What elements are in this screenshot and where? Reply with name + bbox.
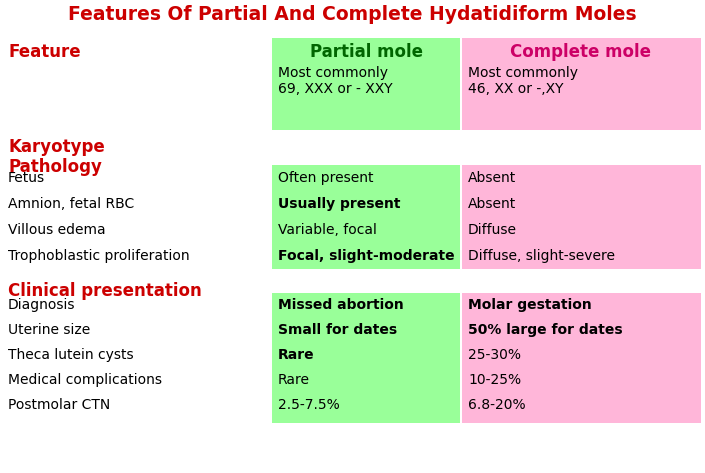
Text: 25-30%: 25-30%	[468, 348, 521, 362]
Text: Fetus: Fetus	[8, 171, 45, 185]
Text: Pathology: Pathology	[8, 158, 102, 176]
Text: Postmolar CTN: Postmolar CTN	[8, 398, 110, 412]
Text: Villous edema: Villous edema	[8, 223, 106, 237]
Text: Most commonly
46, XX or -,XY: Most commonly 46, XX or -,XY	[468, 66, 578, 96]
Text: Most commonly
69, XXX or - XXY: Most commonly 69, XXX or - XXY	[278, 66, 393, 96]
Text: Rare: Rare	[278, 373, 310, 387]
Text: Uterine size: Uterine size	[8, 323, 90, 337]
Bar	[462, 165, 701, 269]
Text: Diffuse, slight-severe: Diffuse, slight-severe	[468, 249, 615, 263]
Text: Focal, slight-moderate: Focal, slight-moderate	[278, 249, 455, 263]
Text: Molar gestation: Molar gestation	[468, 298, 591, 312]
Text: Complete mole: Complete mole	[510, 43, 651, 61]
Bar	[462, 38, 701, 130]
Text: Theca lutein cysts: Theca lutein cysts	[8, 348, 134, 362]
Bar	[272, 293, 460, 423]
Text: Often present: Often present	[278, 171, 374, 185]
Text: Absent: Absent	[468, 197, 516, 211]
Text: Karyotype: Karyotype	[8, 138, 105, 156]
Text: Diffuse: Diffuse	[468, 223, 517, 237]
Text: 10-25%: 10-25%	[468, 373, 521, 387]
Text: Amnion, fetal RBC: Amnion, fetal RBC	[8, 197, 134, 211]
Text: Absent: Absent	[468, 171, 516, 185]
Text: Feature: Feature	[8, 43, 80, 61]
Text: Clinical presentation: Clinical presentation	[8, 282, 202, 300]
Text: 50% large for dates: 50% large for dates	[468, 323, 623, 337]
Text: Features Of Partial And Complete Hydatidiform Moles: Features Of Partial And Complete Hydatid…	[68, 5, 637, 24]
Text: Usually present: Usually present	[278, 197, 400, 211]
Bar	[272, 165, 460, 269]
Text: Partial mole: Partial mole	[309, 43, 422, 61]
Text: Missed abortion: Missed abortion	[278, 298, 404, 312]
Text: Small for dates: Small for dates	[278, 323, 397, 337]
Text: Trophoblastic proliferation: Trophoblastic proliferation	[8, 249, 190, 263]
Bar	[272, 38, 460, 130]
Text: Diagnosis: Diagnosis	[8, 298, 75, 312]
Text: Rare: Rare	[278, 348, 314, 362]
Text: Medical complications: Medical complications	[8, 373, 162, 387]
Bar	[462, 293, 701, 423]
Text: 6.8-20%: 6.8-20%	[468, 398, 526, 412]
Text: 2.5-7.5%: 2.5-7.5%	[278, 398, 340, 412]
Text: Variable, focal: Variable, focal	[278, 223, 377, 237]
